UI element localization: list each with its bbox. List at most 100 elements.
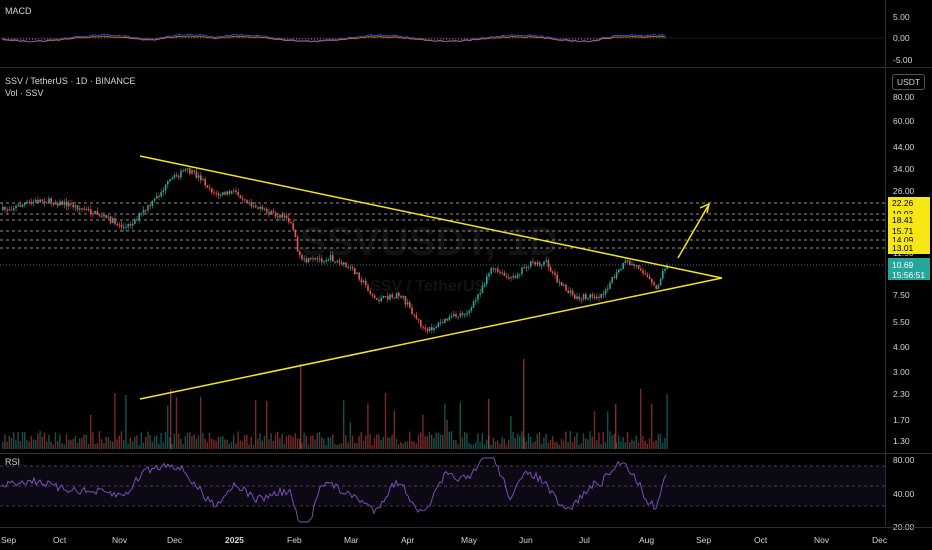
volume-bar [413, 441, 415, 449]
macd-histogram-bar [215, 37, 217, 39]
volume-bar [530, 436, 532, 449]
level-price-tag: 22.26 [888, 197, 930, 209]
macd-price-axis[interactable] [885, 0, 932, 66]
candle [417, 318, 420, 320]
volume-bar [158, 443, 160, 449]
price-tick: 3.00 [893, 367, 910, 377]
macd-histogram-bar [440, 38, 442, 40]
candle [48, 198, 50, 203]
candle [635, 265, 638, 267]
candle [195, 171, 198, 178]
macd-histogram-bar [254, 36, 256, 39]
macd-histogram-bar [311, 38, 313, 41]
volume-bar [74, 436, 76, 449]
macd-histogram-bar [608, 37, 610, 39]
macd-label: MACD [5, 6, 32, 16]
macd-histogram-bar [473, 38, 475, 39]
volume-bar [358, 436, 360, 449]
pane-separator[interactable] [0, 453, 932, 454]
candle [230, 191, 233, 194]
candle [178, 176, 180, 178]
price-tick: 1.30 [893, 436, 910, 446]
volume-bar [323, 438, 325, 449]
candle [215, 193, 217, 195]
price-tick: 1.70 [893, 415, 910, 425]
candle [149, 205, 151, 207]
macd-histogram-bar [53, 38, 55, 40]
candle [127, 224, 129, 227]
rsi-price-axis[interactable] [885, 454, 932, 526]
volume-bar [305, 435, 307, 449]
volume-bar [585, 438, 587, 449]
candle [380, 298, 382, 302]
macd-histogram-bar [437, 38, 439, 40]
candle [301, 254, 303, 260]
volume-label[interactable]: Vol · SSV [5, 88, 44, 98]
candle [620, 269, 622, 271]
macd-histogram-bar [461, 38, 463, 40]
candle [241, 198, 244, 200]
macd-histogram-bar [245, 36, 247, 39]
time-tick: Mar [344, 535, 359, 545]
currency-button[interactable]: USDT [892, 74, 926, 90]
candle [378, 299, 380, 302]
candle [208, 187, 211, 189]
candle [57, 203, 59, 206]
symbol-title[interactable]: SSV / TetherUS · 1D · BINANCE [5, 76, 136, 86]
chart-drawing[interactable] [0, 0, 885, 528]
macd-histogram-bar [428, 38, 430, 40]
volume-bar [510, 415, 512, 449]
candle [186, 168, 189, 170]
rsi-label: RSI [5, 457, 21, 467]
candle [358, 272, 360, 280]
volume-bar [576, 432, 578, 449]
candle [61, 201, 63, 205]
candle [13, 208, 15, 211]
volume-bar [169, 437, 171, 449]
volume-bar [415, 443, 417, 449]
candle [274, 212, 277, 217]
macd-histogram-bar [29, 38, 31, 41]
candle [532, 261, 534, 263]
volume-bar [439, 434, 442, 449]
volume-bar [431, 434, 433, 449]
volume-bar [446, 419, 448, 449]
candle [32, 201, 35, 203]
volume-bar [486, 439, 488, 449]
macd-histogram-bar [431, 38, 433, 40]
candle [488, 273, 490, 277]
candle [464, 314, 466, 316]
macd-histogram-bar [98, 36, 100, 39]
time-tick: Nov [814, 535, 830, 545]
candle [580, 298, 583, 300]
volume-bar [382, 436, 384, 449]
volume-bar [138, 444, 140, 449]
macd-histogram-bar [599, 38, 601, 40]
macd-histogram-bar [641, 36, 643, 39]
time-axis[interactable] [0, 528, 885, 550]
candle [602, 293, 605, 295]
volume-bar [281, 433, 283, 449]
candle [655, 285, 657, 289]
candle [501, 272, 503, 274]
pane-separator[interactable] [0, 67, 932, 68]
volume-bar [626, 432, 629, 449]
candle [307, 257, 310, 263]
candle [653, 282, 655, 286]
volume-bar [609, 431, 611, 449]
volume-bar [512, 431, 514, 449]
candle [120, 224, 123, 228]
candle [472, 301, 475, 308]
volume-bar [277, 431, 279, 449]
macd-histogram-bar [581, 38, 583, 41]
candle [68, 203, 70, 207]
main-price-axis[interactable] [885, 68, 932, 453]
macd-histogram-bar [293, 38, 295, 40]
candle [596, 296, 598, 299]
candle [6, 209, 8, 211]
macd-histogram-bar [434, 38, 436, 40]
candle [497, 268, 499, 272]
macd-histogram-bar [617, 36, 619, 39]
candle [340, 262, 343, 265]
candle [325, 260, 327, 262]
